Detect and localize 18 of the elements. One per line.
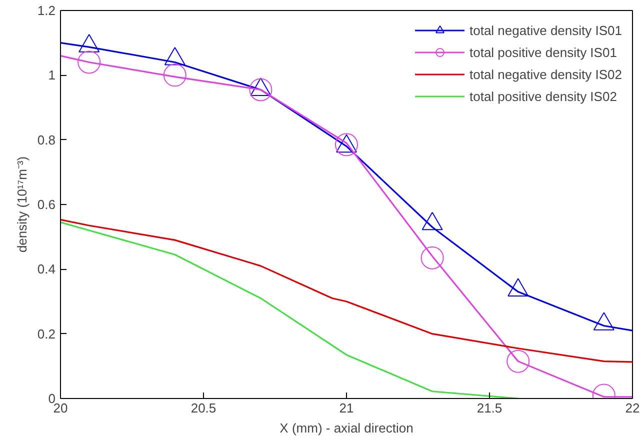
x-tick-label: 21 — [339, 400, 354, 416]
legend-label: total negative density IS01 — [470, 22, 622, 38]
line-series — [60, 218, 632, 363]
y-tick-label: 1 — [48, 68, 56, 83]
x-axis-title: X (mm) - axial direction — [280, 420, 414, 436]
legend-label: total positive density IS02 — [470, 88, 617, 104]
y-tick-label: 1.2 — [37, 3, 56, 18]
x-tick-label: 22 — [625, 400, 640, 416]
y-tick-label: 0.6 — [37, 197, 56, 212]
y-tick-label: 0.4 — [37, 262, 56, 277]
y-axis-title: density (10¹⁷m⁻³) — [14, 156, 30, 253]
x-tick-label: 20.5 — [190, 400, 216, 416]
legend-label: total negative density IS02 — [470, 66, 622, 82]
line-series — [60, 221, 519, 398]
legend-label: total positive density IS01 — [470, 44, 617, 60]
x-tick-label: 21.5 — [476, 400, 502, 416]
y-tick-label: 0.2 — [37, 326, 56, 342]
y-tick-label: 0.8 — [37, 132, 56, 148]
